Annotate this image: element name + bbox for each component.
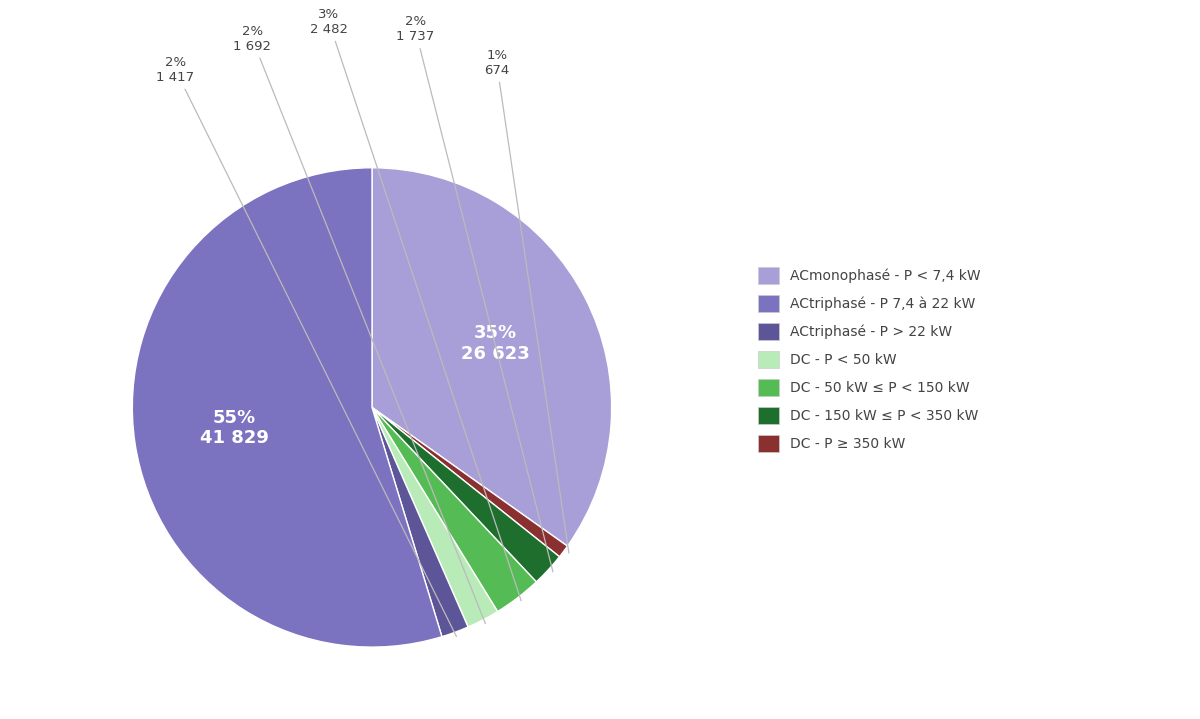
Wedge shape bbox=[372, 408, 468, 637]
Legend: ACmonophasé - P < 7,4 kW, ACtriphasé - P 7,4 à 22 kW, ACtriphasé - P > 22 kW, DC: ACmonophasé - P < 7,4 kW, ACtriphasé - P… bbox=[751, 260, 988, 459]
Text: 2%
1 737: 2% 1 737 bbox=[396, 15, 553, 572]
Wedge shape bbox=[372, 408, 568, 557]
Wedge shape bbox=[372, 408, 559, 582]
Text: 3%
2 482: 3% 2 482 bbox=[310, 8, 521, 601]
Wedge shape bbox=[372, 408, 536, 612]
Text: 1%
674: 1% 674 bbox=[484, 49, 569, 553]
Text: 2%
1 692: 2% 1 692 bbox=[233, 24, 486, 623]
Wedge shape bbox=[372, 168, 612, 546]
Wedge shape bbox=[372, 408, 498, 627]
Text: 35%
26 623: 35% 26 623 bbox=[461, 324, 530, 363]
Text: 2%
1 417: 2% 1 417 bbox=[156, 56, 456, 636]
Wedge shape bbox=[132, 168, 442, 647]
Text: 55%
41 829: 55% 41 829 bbox=[200, 408, 269, 447]
